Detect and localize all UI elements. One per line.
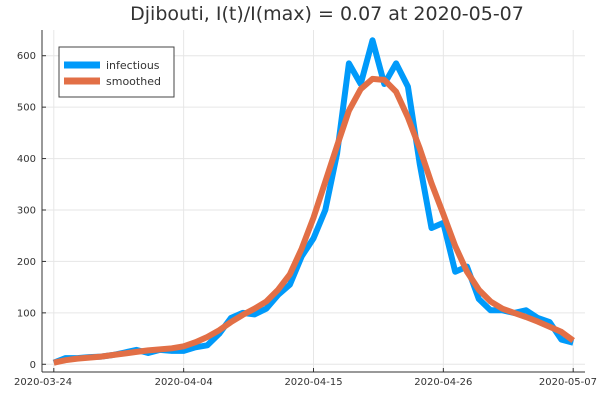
x-tick-label: 2020-05-07 (539, 377, 597, 388)
x-tick-label: 2020-04-15 (284, 377, 342, 388)
y-tick-labels: 0 100 200 300 400 500 600 (17, 51, 36, 371)
y-tick-label: 500 (17, 103, 36, 114)
series-layer (52, 37, 575, 366)
legend-box (58, 46, 175, 98)
legend: infectious smoothed (58, 46, 175, 98)
y-tick-label: 400 (17, 154, 36, 165)
series-line-smoothed (53, 75, 575, 366)
y-tick-label: 600 (17, 51, 36, 62)
legend-label-infectious: infectious (106, 59, 160, 72)
y-tick-label: 200 (17, 257, 36, 268)
y-tick-label: 300 (17, 206, 36, 217)
x-tick-label: 2020-03-24 (14, 377, 72, 388)
legend-label-smoothed: smoothed (106, 75, 161, 88)
y-tick-label: 0 (30, 360, 36, 371)
x-tick-label: 2020-04-26 (414, 377, 472, 388)
x-tick-label: 2020-04-04 (155, 377, 213, 388)
x-tick-labels: 2020-03-24 2020-04-04 2020-04-15 2020-04-26… (14, 377, 597, 388)
y-tick-label: 100 (17, 308, 36, 319)
axes (41, 30, 585, 373)
chart-title: Djibouti, I(t)/I(max) = 0.07 at 2020-05-… (130, 3, 524, 25)
